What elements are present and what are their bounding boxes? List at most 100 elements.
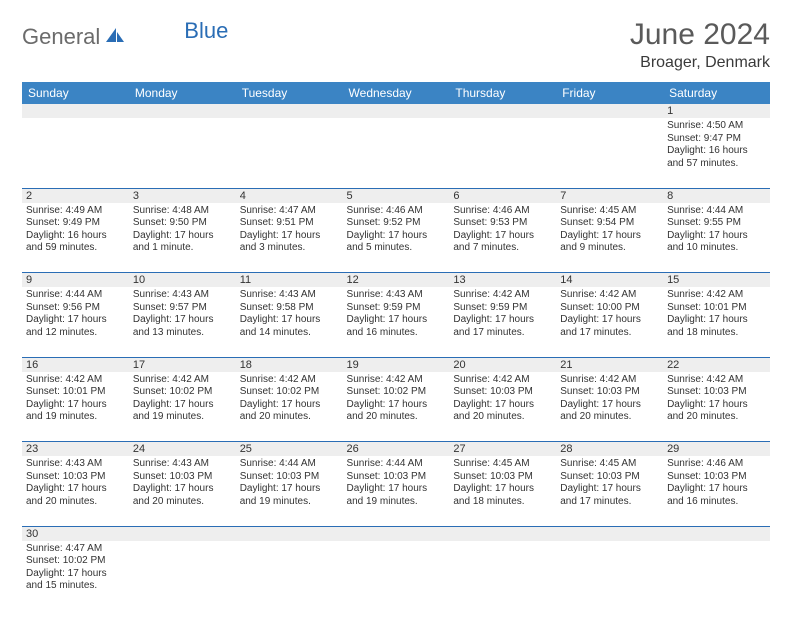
daylight-text-1: Daylight: 17 hours: [133, 314, 232, 327]
day-details: Sunrise: 4:43 AMSunset: 10:03 PMDaylight…: [26, 458, 125, 508]
day-details: Sunrise: 4:42 AMSunset: 10:00 PMDaylight…: [560, 289, 659, 339]
day-cell: Sunrise: 4:46 AMSunset: 10:03 PMDaylight…: [663, 456, 770, 526]
sunrise-text: Sunrise: 4:46 AM: [453, 205, 552, 218]
calendar-table: Sunday Monday Tuesday Wednesday Thursday…: [22, 82, 770, 611]
daylight-text-2: and 19 minutes.: [347, 496, 446, 509]
sunset-text: Sunset: 9:58 PM: [240, 302, 339, 315]
sunset-text: Sunset: 10:00 PM: [560, 302, 659, 315]
sunset-text: Sunset: 10:03 PM: [347, 471, 446, 484]
daylight-text-1: Daylight: 17 hours: [133, 399, 232, 412]
day-details: Sunrise: 4:45 AMSunset: 10:03 PMDaylight…: [453, 458, 552, 508]
daylight-text-2: and 5 minutes.: [347, 242, 446, 255]
sunset-text: Sunset: 10:03 PM: [560, 386, 659, 399]
day-cell: [236, 541, 343, 611]
sunrise-text: Sunrise: 4:42 AM: [560, 289, 659, 302]
day-cell: Sunrise: 4:44 AMSunset: 10:03 PMDaylight…: [343, 456, 450, 526]
daylight-text-2: and 12 minutes.: [26, 327, 125, 340]
daylight-text-2: and 19 minutes.: [240, 496, 339, 509]
day-cell: [449, 118, 556, 188]
day-cell: Sunrise: 4:44 AMSunset: 10:03 PMDaylight…: [236, 456, 343, 526]
week-row: Sunrise: 4:49 AMSunset: 9:49 PMDaylight:…: [22, 203, 770, 273]
sail-icon: [104, 26, 126, 49]
day-number-cell: 20: [449, 357, 556, 372]
sunset-text: Sunset: 9:50 PM: [133, 217, 232, 230]
day-details: Sunrise: 4:43 AMSunset: 10:03 PMDaylight…: [133, 458, 232, 508]
day-cell: Sunrise: 4:42 AMSunset: 10:02 PMDaylight…: [343, 372, 450, 442]
day-details: Sunrise: 4:45 AMSunset: 9:54 PMDaylight:…: [560, 205, 659, 255]
day-number-cell: 10: [129, 273, 236, 288]
day-cell: Sunrise: 4:42 AMSunset: 10:02 PMDaylight…: [236, 372, 343, 442]
daylight-text-2: and 18 minutes.: [453, 496, 552, 509]
day-details: Sunrise: 4:49 AMSunset: 9:49 PMDaylight:…: [26, 205, 125, 255]
day-number-cell: 16: [22, 357, 129, 372]
day-cell: Sunrise: 4:42 AMSunset: 10:03 PMDaylight…: [663, 372, 770, 442]
day-details: Sunrise: 4:44 AMSunset: 10:03 PMDaylight…: [240, 458, 339, 508]
daylight-text-2: and 59 minutes.: [26, 242, 125, 255]
day-details: Sunrise: 4:48 AMSunset: 9:50 PMDaylight:…: [133, 205, 232, 255]
day-number-cell: 11: [236, 273, 343, 288]
brand-logo: General Blue: [22, 18, 228, 50]
location-label: Broager, Denmark: [630, 54, 770, 72]
daylight-text-1: Daylight: 17 hours: [667, 314, 766, 327]
day-number-cell: 1: [663, 104, 770, 118]
week-row: Sunrise: 4:50 AMSunset: 9:47 PMDaylight:…: [22, 118, 770, 188]
day-cell: Sunrise: 4:43 AMSunset: 10:03 PMDaylight…: [129, 456, 236, 526]
daylight-text-2: and 20 minutes.: [667, 411, 766, 424]
day-number-cell: 12: [343, 273, 450, 288]
sunrise-text: Sunrise: 4:47 AM: [240, 205, 339, 218]
sunrise-text: Sunrise: 4:45 AM: [453, 458, 552, 471]
day-details: Sunrise: 4:42 AMSunset: 10:03 PMDaylight…: [560, 374, 659, 424]
sunrise-text: Sunrise: 4:42 AM: [560, 374, 659, 387]
day-number-cell: 14: [556, 273, 663, 288]
sunset-text: Sunset: 9:56 PM: [26, 302, 125, 315]
sunrise-text: Sunrise: 4:44 AM: [240, 458, 339, 471]
sunrise-text: Sunrise: 4:46 AM: [347, 205, 446, 218]
daylight-text-2: and 17 minutes.: [560, 327, 659, 340]
daylight-text-1: Daylight: 17 hours: [667, 399, 766, 412]
day-number-cell: [22, 104, 129, 118]
day-details: Sunrise: 4:42 AMSunset: 10:02 PMDaylight…: [240, 374, 339, 424]
day-cell: Sunrise: 4:47 AMSunset: 9:51 PMDaylight:…: [236, 203, 343, 273]
day-number-cell: [343, 104, 450, 118]
daylight-text-1: Daylight: 17 hours: [560, 314, 659, 327]
day-cell: [556, 541, 663, 611]
sunrise-text: Sunrise: 4:45 AM: [560, 205, 659, 218]
sunrise-text: Sunrise: 4:42 AM: [133, 374, 232, 387]
day-cell: Sunrise: 4:42 AMSunset: 10:03 PMDaylight…: [556, 372, 663, 442]
calendar-body: 1Sunrise: 4:50 AMSunset: 9:47 PMDaylight…: [22, 104, 770, 611]
sunrise-text: Sunrise: 4:42 AM: [667, 289, 766, 302]
day-cell: Sunrise: 4:44 AMSunset: 9:55 PMDaylight:…: [663, 203, 770, 273]
day-number-cell: 21: [556, 357, 663, 372]
daynum-row: 30: [22, 526, 770, 541]
day-number-cell: [236, 526, 343, 541]
day-cell: [663, 541, 770, 611]
daylight-text-2: and 20 minutes.: [133, 496, 232, 509]
sunset-text: Sunset: 9:51 PM: [240, 217, 339, 230]
day-details: Sunrise: 4:42 AMSunset: 10:03 PMDaylight…: [667, 374, 766, 424]
sunrise-text: Sunrise: 4:43 AM: [133, 458, 232, 471]
day-details: Sunrise: 4:46 AMSunset: 9:53 PMDaylight:…: [453, 205, 552, 255]
sunset-text: Sunset: 10:03 PM: [667, 471, 766, 484]
daylight-text-2: and 57 minutes.: [667, 158, 766, 171]
sunset-text: Sunset: 9:59 PM: [347, 302, 446, 315]
day-cell: [343, 118, 450, 188]
sunset-text: Sunset: 10:01 PM: [26, 386, 125, 399]
day-number-cell: 2: [22, 188, 129, 203]
day-cell: [22, 118, 129, 188]
daylight-text-2: and 13 minutes.: [133, 327, 232, 340]
day-cell: Sunrise: 4:50 AMSunset: 9:47 PMDaylight:…: [663, 118, 770, 188]
daylight-text-2: and 7 minutes.: [453, 242, 552, 255]
sunset-text: Sunset: 9:47 PM: [667, 133, 766, 146]
sunset-text: Sunset: 9:55 PM: [667, 217, 766, 230]
day-number-cell: 24: [129, 442, 236, 457]
brand-name-blue: Blue: [184, 18, 228, 44]
sunrise-text: Sunrise: 4:42 AM: [347, 374, 446, 387]
month-title: June 2024: [630, 18, 770, 52]
day-details: Sunrise: 4:44 AMSunset: 9:56 PMDaylight:…: [26, 289, 125, 339]
daylight-text-2: and 20 minutes.: [347, 411, 446, 424]
day-cell: [343, 541, 450, 611]
day-details: Sunrise: 4:42 AMSunset: 10:01 PMDaylight…: [26, 374, 125, 424]
sunset-text: Sunset: 10:03 PM: [26, 471, 125, 484]
day-number-cell: 18: [236, 357, 343, 372]
daylight-text-1: Daylight: 17 hours: [667, 230, 766, 243]
